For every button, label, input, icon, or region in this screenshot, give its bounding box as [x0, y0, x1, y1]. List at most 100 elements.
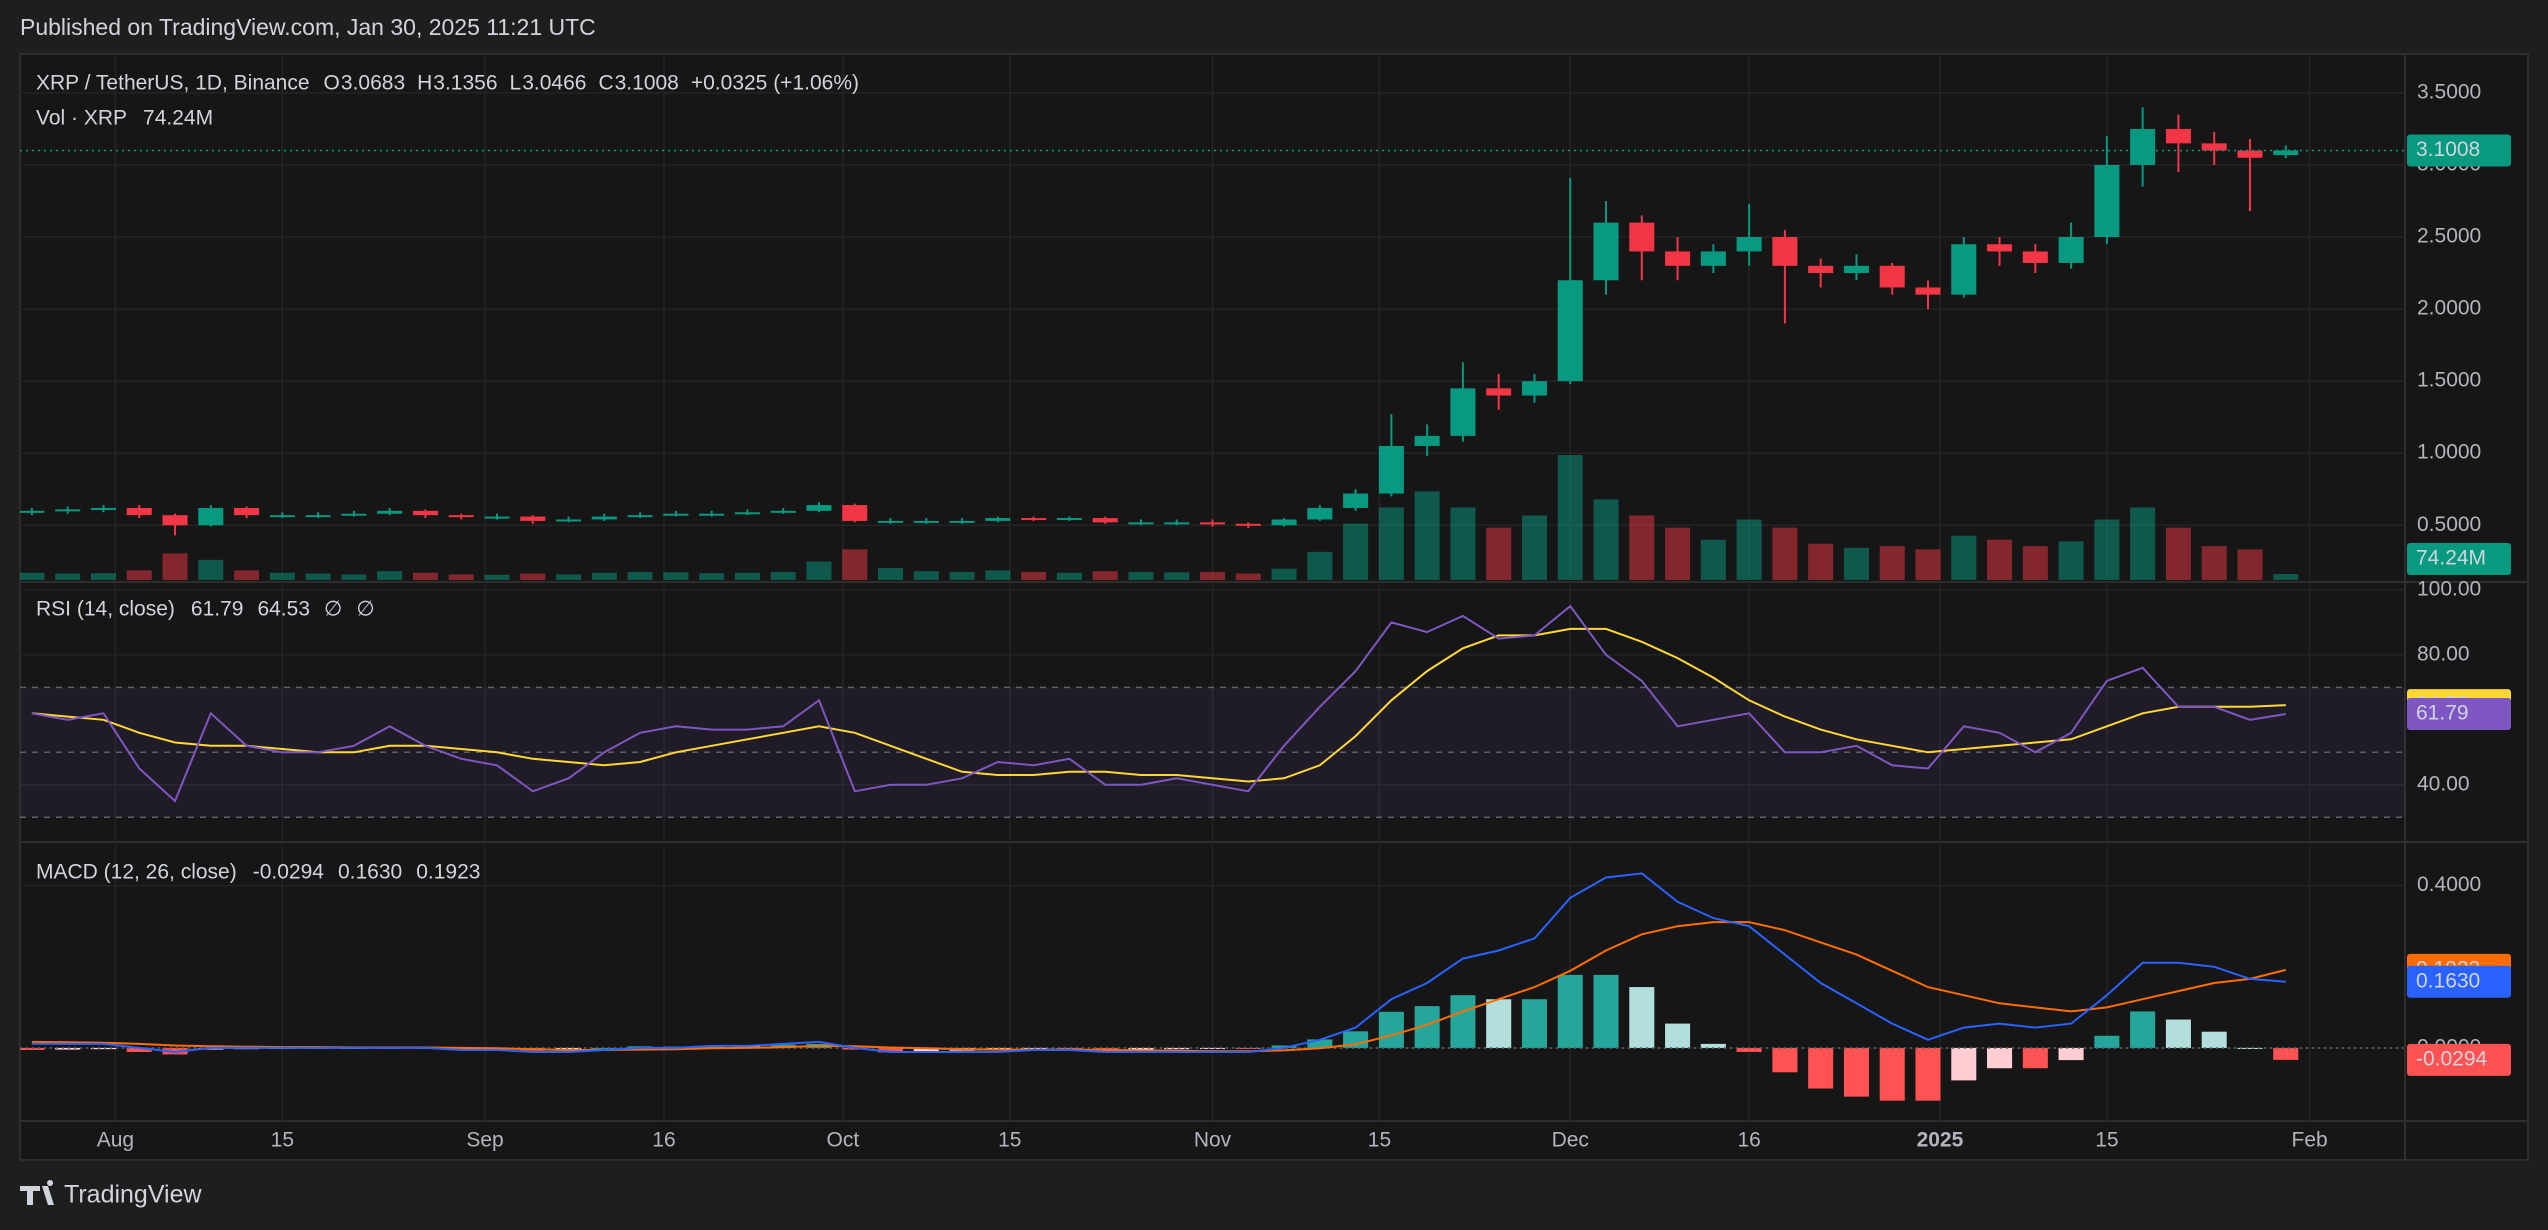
- volume-bar: [2237, 549, 2263, 580]
- histogram-bar: [1199, 1047, 1226, 1049]
- volume-bar: [1343, 523, 1369, 580]
- histogram-bar: [2022, 1047, 2048, 1069]
- x-tick-label: Feb: [2292, 1129, 2328, 1152]
- histogram-bar: [90, 1047, 116, 1050]
- volume-bar: [1378, 507, 1404, 580]
- legend-text: 3.1008: [615, 72, 679, 95]
- candle-body: [1736, 237, 1762, 252]
- histogram-bar: [878, 1047, 904, 1053]
- volume-bar: [1414, 491, 1440, 580]
- volume-bar: [734, 572, 760, 580]
- x-tick-label: 2025: [1917, 1129, 1964, 1152]
- volume-bar: [1987, 539, 2013, 580]
- x-tick-label: 16: [1737, 1129, 1760, 1152]
- candle-body: [2022, 251, 2048, 263]
- legend-text: 61.79: [191, 598, 244, 621]
- rsi-line: [31, 604, 2286, 803]
- legend-text: ∅: [324, 598, 342, 621]
- histogram-bar: [1700, 1043, 1726, 1048]
- histogram-bar: [2058, 1047, 2084, 1061]
- x-tick-label: 16: [652, 1129, 675, 1152]
- histogram-bar: [1021, 1047, 1047, 1049]
- candle-body: [1199, 522, 1226, 525]
- legend-text: XRP / TetherUS, 1D, Binance: [36, 72, 310, 95]
- legend-text: MACD (12, 26, close): [36, 861, 237, 884]
- histogram-bar: [1343, 1031, 1369, 1048]
- volume-bar: [341, 574, 367, 580]
- histogram-bar: [1915, 1047, 1941, 1101]
- volume-bar: [269, 572, 295, 580]
- volume-bar: [699, 573, 725, 580]
- legend-text: 0.1630: [338, 861, 402, 884]
- histogram-bar: [2273, 1047, 2299, 1060]
- histogram-bar: [1128, 1047, 1154, 1050]
- histogram-bar: [2165, 1019, 2191, 1048]
- candle-body: [1629, 222, 1655, 252]
- volume-bar: [234, 570, 260, 580]
- x-tick-label: 15: [998, 1129, 1021, 1152]
- y-tick-label: 40.00: [2417, 772, 2470, 795]
- candle-body: [1843, 265, 1869, 274]
- legend-text: ∅: [356, 598, 374, 621]
- candle-body: [1593, 222, 1619, 281]
- candle-body: [1665, 251, 1691, 266]
- candle-body: [520, 516, 546, 521]
- candle-body: [1235, 523, 1261, 526]
- candle-body: [985, 518, 1011, 521]
- volume-bar: [1879, 546, 1905, 580]
- candle-body: [162, 515, 188, 526]
- volume-bar: [949, 571, 975, 580]
- volume-bar: [305, 573, 331, 580]
- candle-body: [1128, 522, 1154, 525]
- candle-body: [412, 510, 438, 516]
- candle-body: [377, 510, 403, 514]
- histogram-bar: [1486, 999, 1512, 1048]
- volume-bar: [627, 571, 653, 580]
- candle-body: [913, 520, 939, 523]
- candle-body: [126, 507, 152, 516]
- volume-bar: [1557, 455, 1583, 580]
- volume-bar: [1521, 515, 1547, 580]
- volume-bar: [1235, 573, 1261, 580]
- candle-body: [90, 507, 116, 510]
- volume-bar: [2022, 546, 2048, 580]
- candle-body: [842, 505, 868, 521]
- candle-body: [2201, 143, 2227, 151]
- rsi-ma-line: [31, 627, 2286, 783]
- histogram-bar: [1307, 1039, 1333, 1048]
- candle-body: [627, 515, 653, 518]
- last-price-label: 3.1008: [2416, 138, 2480, 161]
- axis-value-box: [2407, 697, 2511, 730]
- volume-bar: [2165, 527, 2191, 580]
- histogram-bar: [1843, 1047, 1869, 1097]
- volume-bar: [412, 572, 438, 580]
- histogram-bar: [1629, 987, 1655, 1048]
- candle-body: [2273, 150, 2299, 156]
- histogram-bar: [1951, 1047, 1977, 1081]
- footer-brand: TradingView: [64, 1181, 203, 1209]
- x-tick-label: Dec: [1552, 1129, 1589, 1152]
- candle-body: [1557, 280, 1583, 382]
- candle-body: [1056, 518, 1082, 521]
- legend-text: RSI (14, close): [36, 598, 175, 621]
- volume-bar: [1772, 527, 1798, 580]
- candle-body: [663, 513, 689, 516]
- candle-body: [20, 510, 45, 513]
- candle-body: [448, 515, 474, 518]
- candle-body: [556, 519, 582, 522]
- candle-body: [878, 520, 904, 523]
- histogram-bar: [556, 1047, 582, 1050]
- histogram-bar: [1987, 1047, 2013, 1069]
- volume-bar: [1271, 568, 1297, 580]
- volume-bar: [842, 549, 868, 580]
- histogram-bar: [1736, 1047, 1762, 1052]
- volume-bar: [2273, 574, 2299, 580]
- histogram-bar: [1521, 999, 1547, 1048]
- candle-body: [591, 516, 617, 520]
- volume-bar: [1092, 571, 1118, 580]
- legend-text: 0.1923: [416, 861, 480, 884]
- volume-bar: [20, 572, 45, 580]
- candle-body: [734, 512, 760, 515]
- legend-text: Vol · XRP: [36, 107, 127, 130]
- legend-text: -0.0294: [253, 861, 325, 884]
